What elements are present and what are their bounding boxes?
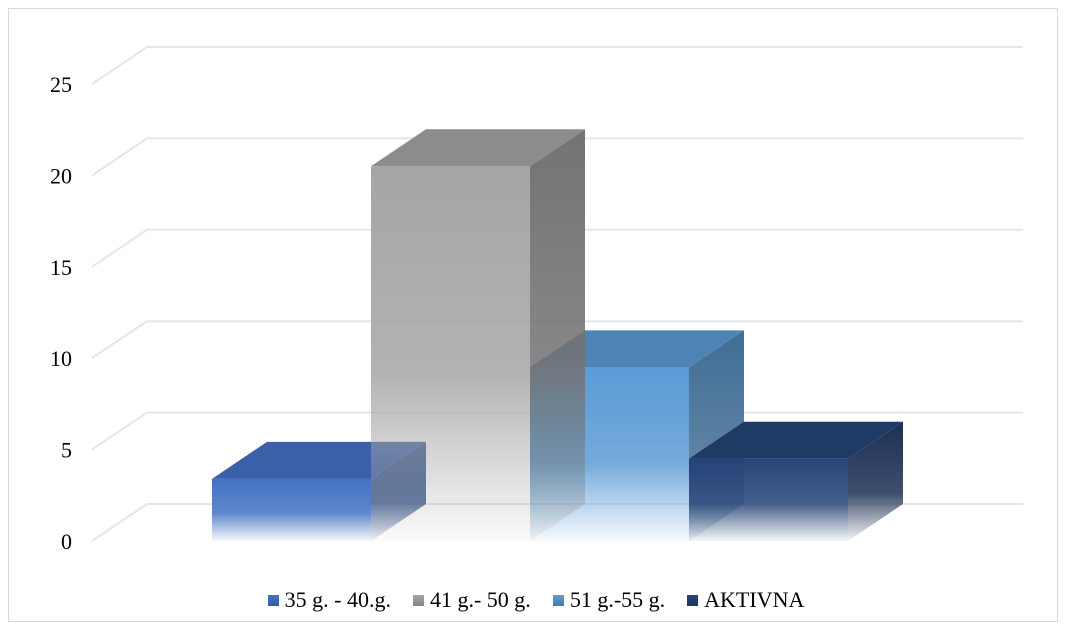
bar-side: [848, 421, 903, 541]
bar-4: [689, 421, 903, 541]
bars: [212, 129, 903, 541]
y-tick-label: 20: [50, 163, 72, 188]
bar-front: [371, 166, 530, 541]
bar-side: [530, 129, 585, 541]
gridline: [91, 46, 1023, 85]
legend-item: 41 g.- 50 g.: [412, 587, 531, 613]
legend-label: 51 g.-55 g.: [569, 587, 666, 612]
y-tick-label: 10: [50, 346, 72, 371]
legend-item: 35 g. - 40.g.: [267, 587, 391, 613]
legend-swatch: [687, 594, 699, 606]
legend-label: 41 g.- 50 g.: [429, 587, 531, 612]
legend-item: AKTIVNA: [687, 587, 804, 613]
legend: 35 g. - 40.g. 41 g.- 50 g. 51 g.-55 g. AKTI…: [0, 586, 1072, 614]
y-axis: 0 5 10 15 20 25: [50, 72, 72, 554]
bar-top: [689, 421, 903, 459]
legend-item: 51 g.-55 g.: [552, 587, 666, 613]
gridline: [91, 228, 1023, 268]
bar-front: [689, 458, 848, 541]
bar-2: [371, 129, 585, 541]
bar-chart-3d: 0 5 10 15 20 25: [50, 46, 1023, 554]
gridline: [91, 320, 1023, 360]
y-tick-label: 0: [61, 529, 72, 554]
y-tick-label: 15: [50, 255, 72, 280]
legend-swatch: [412, 594, 424, 606]
chart-frame: [8, 8, 1058, 622]
gridline: [91, 137, 1023, 177]
legend-label: AKTIVNA: [704, 587, 805, 612]
bar-top: [371, 129, 585, 167]
y-tick-label: 25: [50, 72, 72, 97]
legend-label: 35 g. - 40.g.: [284, 587, 391, 612]
legend-swatch: [267, 594, 279, 606]
y-tick-label: 5: [61, 438, 72, 463]
legend-swatch: [552, 594, 564, 606]
bar-front: [212, 478, 371, 541]
